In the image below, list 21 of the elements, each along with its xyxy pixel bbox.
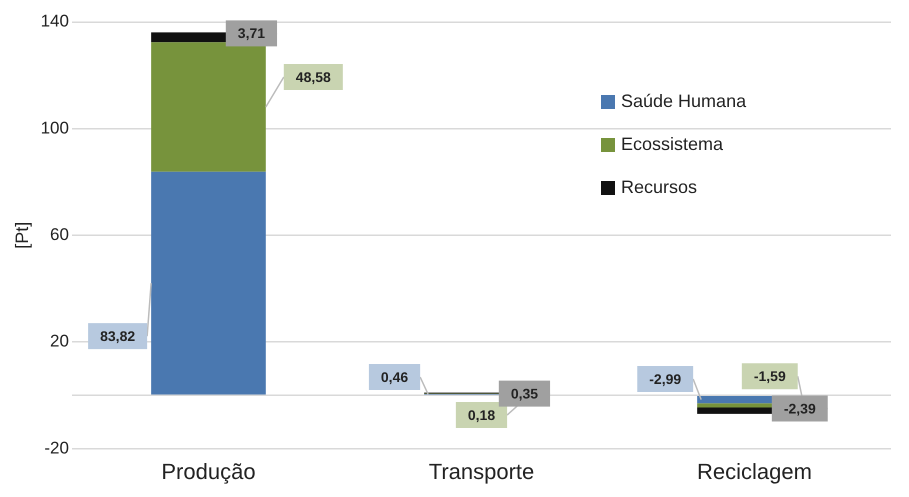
data-label: 3,71 [238, 25, 266, 42]
data-label: -2,39 [784, 400, 816, 416]
y-tick-label: 140 [40, 12, 69, 31]
data-label: 83,82 [100, 328, 136, 344]
x-tick-label: Produção [161, 458, 256, 484]
data-label: 0,35 [510, 385, 538, 402]
x-tick-label: Transporte [428, 458, 534, 484]
data-label: 0,18 [468, 406, 496, 423]
data-label: 48,58 [296, 68, 332, 85]
y-tick-label: 100 [40, 118, 69, 138]
y-tick-label: 20 [50, 332, 69, 351]
legend-label: Saúde Humana [621, 90, 748, 111]
data-label: -2,99 [649, 370, 682, 387]
data-label: -1,59 [754, 368, 786, 384]
legend-label: Recursos [621, 176, 698, 197]
y-axis-title: [Pt] [12, 222, 32, 249]
y-tick-label: -20 [44, 438, 69, 458]
data-label: 0,46 [380, 368, 408, 385]
legend-label: Ecossistema [621, 134, 724, 154]
x-tick-label: Reciclagem [697, 458, 812, 484]
y-tick-label: 60 [50, 224, 69, 244]
